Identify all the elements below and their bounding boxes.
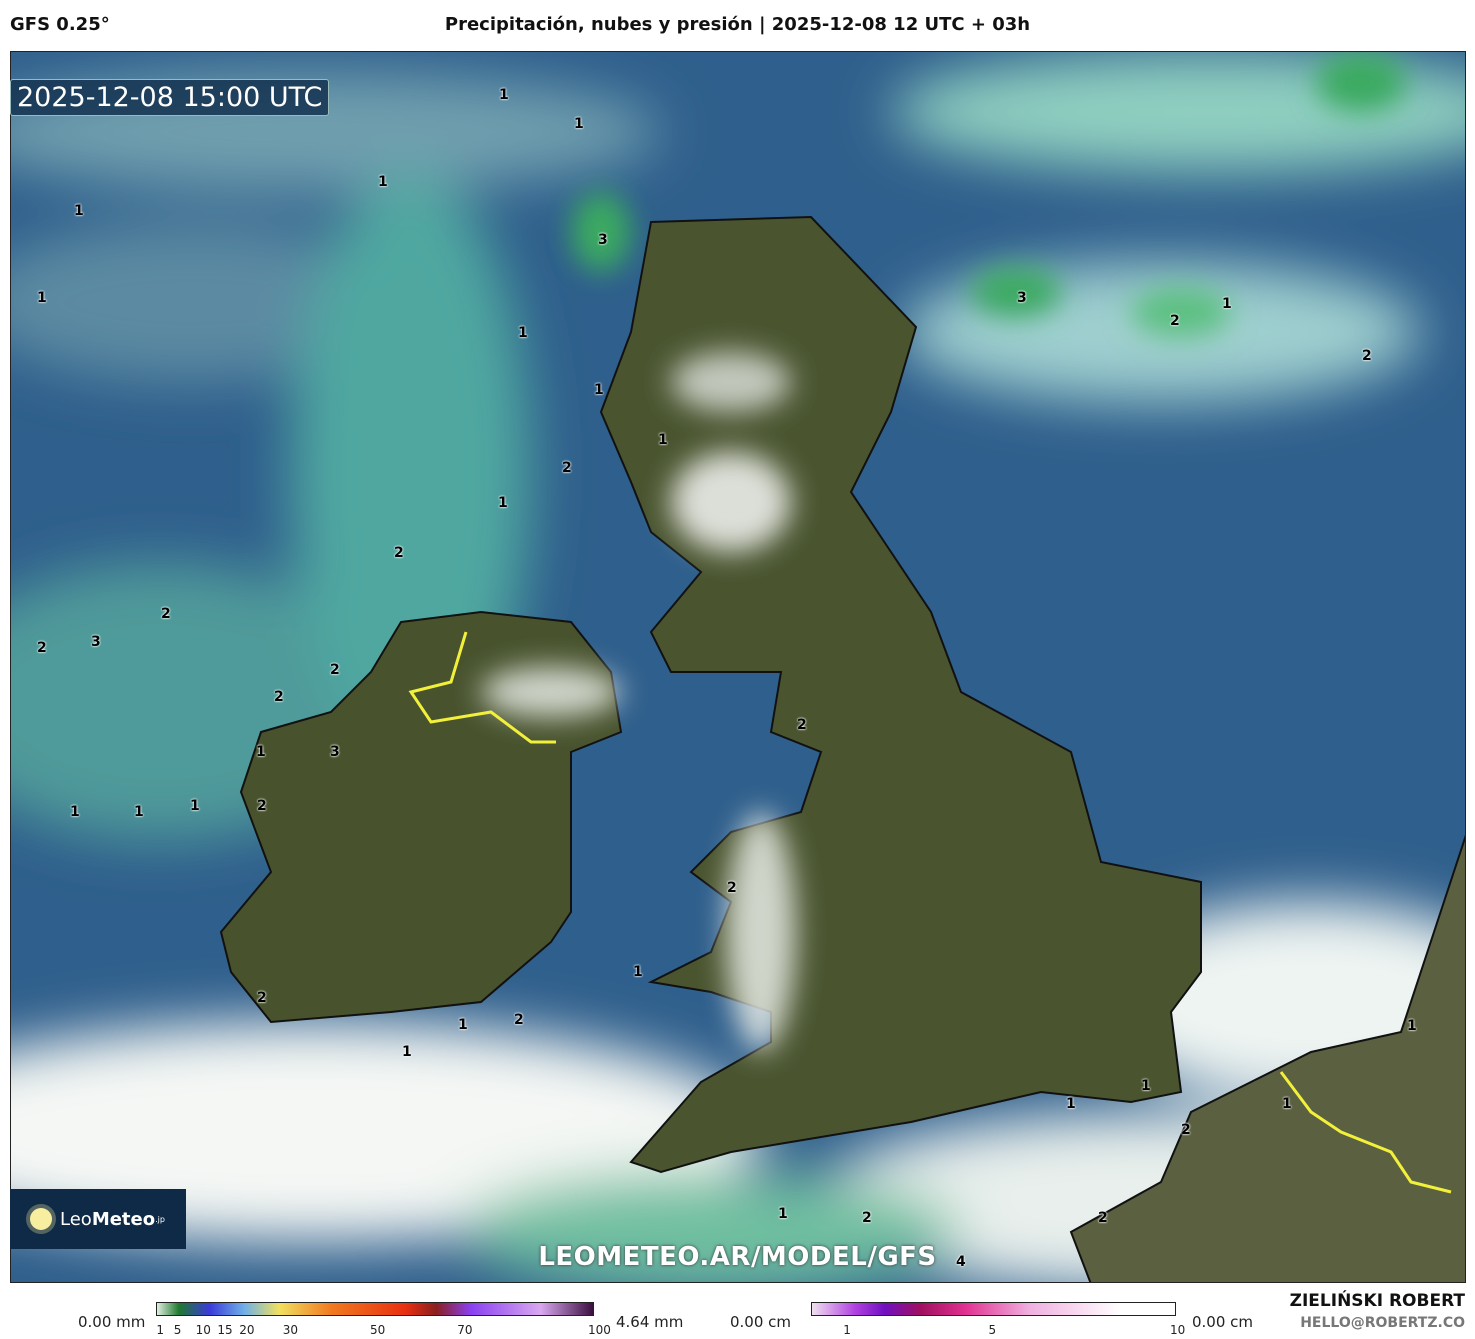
map-canvas [11, 52, 1465, 1282]
contour-label: 1 [190, 798, 200, 814]
contour-label: 1 [498, 495, 508, 511]
contour-label: 1 [778, 1206, 788, 1222]
colorbar-tick: 15 [217, 1323, 233, 1337]
contour-label: 1 [70, 804, 80, 820]
contour-label: 2 [862, 1210, 872, 1226]
author-name: ZIELIŃSKI ROBERT [1289, 1291, 1465, 1311]
contour-label: 1 [574, 116, 584, 132]
land-clouds [481, 352, 796, 1052]
contour-label: 1 [1282, 1096, 1292, 1112]
colorbar-tick: 30 [282, 1323, 299, 1337]
contour-label: 3 [598, 232, 608, 248]
contour-label: 3 [1017, 290, 1027, 306]
contour-label: 1 [458, 1017, 468, 1033]
leometeo-logo[interactable]: Leo Meteo .jp [10, 1189, 186, 1249]
rain-colorbar [156, 1302, 594, 1316]
sun-icon [30, 1208, 52, 1230]
colorbar-tick: 1 [843, 1323, 851, 1337]
contour-label: 1 [37, 290, 47, 306]
contour-label: 2 [562, 460, 572, 476]
colorbar-tick: 10 [1170, 1323, 1186, 1337]
contour-label: 1 [1222, 296, 1232, 312]
contour-label: 1 [1066, 1096, 1076, 1112]
url-watermark: LEOMETEO.AR/MODEL/GFS [538, 1242, 937, 1272]
model-name: GFS 0.25° [10, 14, 110, 35]
border-highlight-continent [1279, 1071, 1452, 1194]
colorbar-tick: 20 [239, 1323, 255, 1337]
colorbar-tick: 10 [195, 1323, 211, 1337]
contour-label: 2 [727, 880, 737, 896]
logo-text-leo: Leo [60, 1208, 92, 1230]
snow-max-label: 0.00 cm [1192, 1313, 1254, 1331]
logo-text-meteo: Meteo [91, 1208, 156, 1230]
colorbar-tick: 50 [370, 1323, 386, 1337]
contour-label: 2 [37, 640, 47, 656]
contour-label: 2 [1170, 313, 1180, 329]
snow-min-label: 0.00 cm [730, 1313, 792, 1331]
contour-label: 1 [134, 804, 144, 820]
contour-label: 1 [518, 325, 528, 341]
colorbar-tick: 100 [588, 1323, 611, 1337]
contour-label: 1 [499, 87, 509, 103]
contour-label: 2 [394, 545, 404, 561]
contour-label: 2 [257, 798, 267, 814]
contour-label: 1 [594, 382, 604, 398]
contour-label: 1 [402, 1044, 412, 1060]
border-highlight [408, 631, 556, 744]
colorbar-tick: 5 [173, 1323, 182, 1337]
contour-label: 3 [91, 634, 101, 650]
contour-label: 1 [256, 744, 266, 760]
weather-map[interactable]: 1 1 1 1 1 3 1 1 3 2 1 2 1 2 1 2 2 2 3 2 2 2 3 1 1 1 1 2 2 1 2 1 1 1 2 2 1 1 1 2… [10, 51, 1466, 1283]
contour-label: 2 [1362, 348, 1372, 364]
contour-label: 2 [330, 662, 340, 678]
contour-label: 1 [633, 964, 643, 980]
snow-colorbar [811, 1302, 1176, 1316]
colorbar-tick: 1 [156, 1323, 164, 1337]
logo-suffix: .jp [155, 1214, 165, 1224]
colorbar-tick: 70 [457, 1323, 473, 1337]
rain-max-label: 4.64 mm [616, 1313, 684, 1331]
contour-label: 2 [1098, 1210, 1108, 1226]
rain-min-label: 0.00 mm [78, 1313, 146, 1331]
contour-label: 2 [1181, 1122, 1191, 1138]
contour-label: 1 [658, 432, 668, 448]
contour-label: 2 [514, 1012, 524, 1028]
contour-label: 1 [1141, 1078, 1151, 1094]
valid-time-stamp: 2025-12-08 15:00 UTC [10, 79, 330, 116]
contour-label: 4 [956, 1254, 966, 1270]
contour-label: 1 [74, 203, 84, 219]
contour-label: 1 [378, 174, 388, 190]
chart-title: Precipitación, nubes y presión | 2025-12… [444, 14, 1031, 35]
contour-label: 3 [330, 744, 340, 760]
precip-areas [571, 52, 1406, 337]
colorbar-tick: 5 [988, 1323, 997, 1337]
contour-label: 1 [1407, 1018, 1417, 1034]
contour-label: 2 [797, 717, 807, 733]
author-email[interactable]: HELLO@ROBERTZ.CO [1300, 1315, 1465, 1331]
contour-label: 2 [257, 990, 267, 1006]
contour-label: 2 [274, 689, 284, 705]
contour-label: 2 [161, 606, 171, 622]
